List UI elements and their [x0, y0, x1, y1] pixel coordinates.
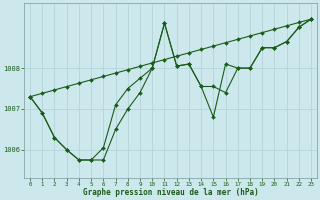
X-axis label: Graphe pression niveau de la mer (hPa): Graphe pression niveau de la mer (hPa)	[83, 188, 259, 197]
